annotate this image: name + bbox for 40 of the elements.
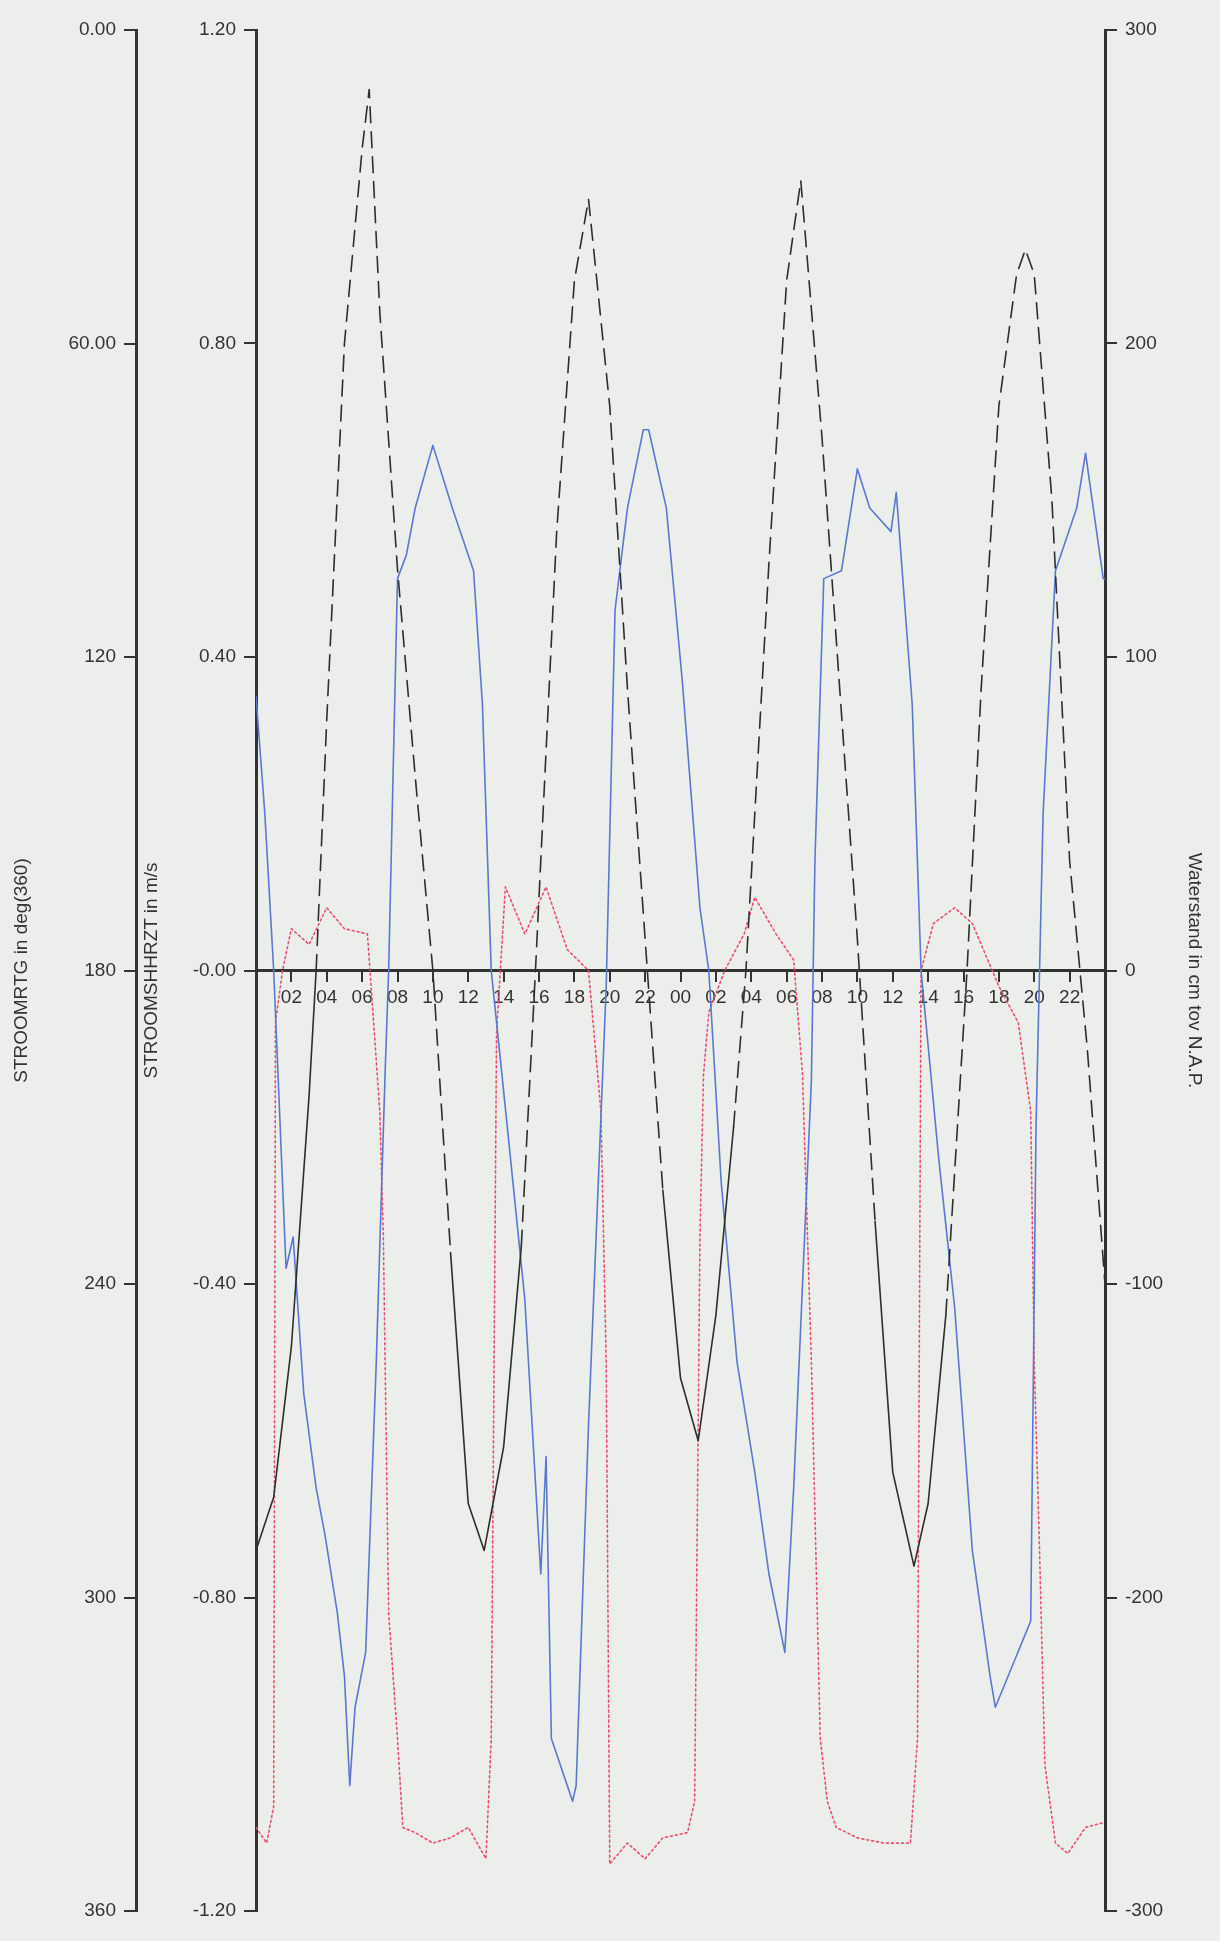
x-tick-label: 18 <box>563 986 585 1008</box>
y2-tick-label: -100 <box>1125 1272 1164 1294</box>
x-tick-label: 12 <box>882 986 904 1008</box>
y3-tick-label: 360 <box>84 1899 116 1921</box>
x-tick-label: 02 <box>280 986 302 1008</box>
x-tick-label: 10 <box>846 986 868 1008</box>
y2-tick-label: 200 <box>1125 331 1157 353</box>
x-tick-label: 06 <box>351 986 373 1008</box>
y-tick-label: -0.40 <box>192 1272 236 1294</box>
x-tick-label: 06 <box>776 986 798 1008</box>
x-tick-label: 00 <box>669 986 692 1008</box>
y3-tick-label: 120 <box>84 645 116 667</box>
y-tick-label: 1.20 <box>199 18 236 40</box>
x-tick-label: 08 <box>811 986 833 1008</box>
y3-tick-label: 300 <box>84 1585 116 1607</box>
y2-tick-label: -200 <box>1125 1585 1164 1607</box>
y-tick-label: 0.40 <box>199 645 236 667</box>
x-tick-label: 04 <box>316 986 338 1008</box>
y-tick-label: -0.80 <box>192 1585 236 1607</box>
y3-tick-label: 180 <box>84 958 116 980</box>
y2-tick-label: 100 <box>1125 645 1157 667</box>
x-tick-label: 16 <box>952 986 975 1008</box>
x-tick-label: 22 <box>634 986 656 1008</box>
x-tick-label: 10 <box>422 986 444 1008</box>
y-tick-label: -0.00 <box>192 958 236 980</box>
y3-tick-label: 240 <box>84 1272 116 1294</box>
y2-tick-label: 0 <box>1125 958 1136 980</box>
x-tick-label: 22 <box>1059 986 1081 1008</box>
y3-axis-title: STROOMRTG in deg(360) <box>9 858 31 1083</box>
x-tick-label: 12 <box>457 986 479 1008</box>
y-tick-label: 0.80 <box>199 331 236 353</box>
y2-tick-label: -300 <box>1125 1899 1164 1921</box>
x-tick-label: 08 <box>386 986 409 1008</box>
y3-tick-label: 0.00 <box>79 18 116 40</box>
y3-tick-label: 60.00 <box>68 331 116 353</box>
y2-axis-title: Waterstand in cm tov N.A.P. <box>1185 852 1207 1089</box>
y-tick-label: -1.20 <box>192 1899 236 1921</box>
x-tick-label: 18 <box>988 986 1010 1008</box>
y2-tick-label: 300 <box>1125 18 1157 40</box>
y-axis-title: STROOMSHHRZT in m/s <box>139 862 161 1079</box>
